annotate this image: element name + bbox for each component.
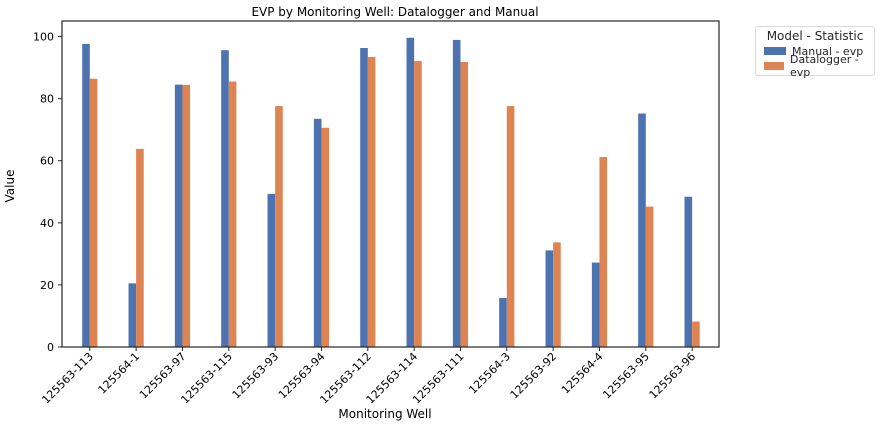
x-tick-label: 125563-93	[230, 350, 282, 402]
bar-datalogger	[460, 61, 469, 348]
x-tick-label: 125563-95	[600, 350, 652, 402]
bar-datalogger	[228, 81, 237, 348]
bar-manual	[684, 196, 693, 347]
y-tick-label: 60	[40, 155, 54, 168]
bar-manual	[499, 297, 507, 347]
x-tick-label: 125563-113	[39, 350, 96, 407]
bar-datalogger	[367, 57, 376, 348]
y-tick-label: 100	[33, 31, 54, 44]
legend-label-manual: Manual - evp	[792, 44, 864, 58]
y-tick-label: 0	[47, 341, 54, 354]
y-tick-label: 40	[40, 217, 54, 230]
bar-manual	[638, 113, 646, 347]
x-tick-label: 125564-4	[559, 350, 606, 397]
bar-datalogger	[599, 156, 608, 347]
legend-item-datalogger: Datalogger - evp	[764, 53, 874, 79]
y-tick-label: 80	[40, 93, 54, 106]
x-tick-label: 125564-1	[96, 350, 143, 397]
bar-datalogger	[136, 148, 144, 347]
bar-datalogger	[275, 106, 283, 348]
legend-title: Model - Statistic	[766, 29, 864, 43]
bar-manual	[452, 39, 461, 347]
plot-frame	[61, 20, 720, 348]
x-axis-label: Monitoring Well	[338, 407, 431, 421]
bar-manual	[313, 118, 322, 347]
bar-manual	[545, 250, 554, 347]
plot-area: 125563-113 125564-1125563-97125563-115125…	[33, 20, 720, 407]
legend: Model - Statistic Manual - evp Datalogge…	[755, 26, 875, 79]
bar-datalogger	[506, 106, 515, 348]
bar-manual	[221, 50, 229, 348]
bar-datalogger	[182, 84, 191, 347]
x-tick-label: 125564-3	[466, 350, 513, 397]
bar-datalogger	[89, 78, 98, 348]
bar-manual	[406, 37, 415, 347]
legend-item-manual: Manual - evp	[764, 44, 863, 58]
legend-swatch-datalogger	[764, 62, 784, 70]
y-axis-label: Value	[3, 170, 17, 203]
legend-swatch-manual	[764, 47, 786, 55]
bar-datalogger	[692, 321, 700, 347]
bar-datalogger	[321, 127, 330, 348]
x-tick-label: 125563-96	[647, 350, 699, 402]
legend-label-datalogger: Datalogger - evp	[789, 53, 859, 79]
bar-manual	[82, 43, 90, 347]
bar-manual	[360, 48, 368, 348]
x-tick-label: 125563-92	[508, 350, 560, 402]
bar-datalogger	[414, 61, 422, 348]
bar-manual	[267, 193, 276, 347]
bar-datalogger	[645, 206, 654, 347]
bar-datalogger	[553, 242, 561, 347]
bar-manual	[174, 84, 183, 348]
y-tick-label: 20	[40, 279, 54, 292]
bar-manual	[591, 262, 600, 347]
bar-manual	[128, 283, 137, 347]
chart-title: EVP by Monitoring Well: Datalogger and M…	[251, 5, 538, 19]
